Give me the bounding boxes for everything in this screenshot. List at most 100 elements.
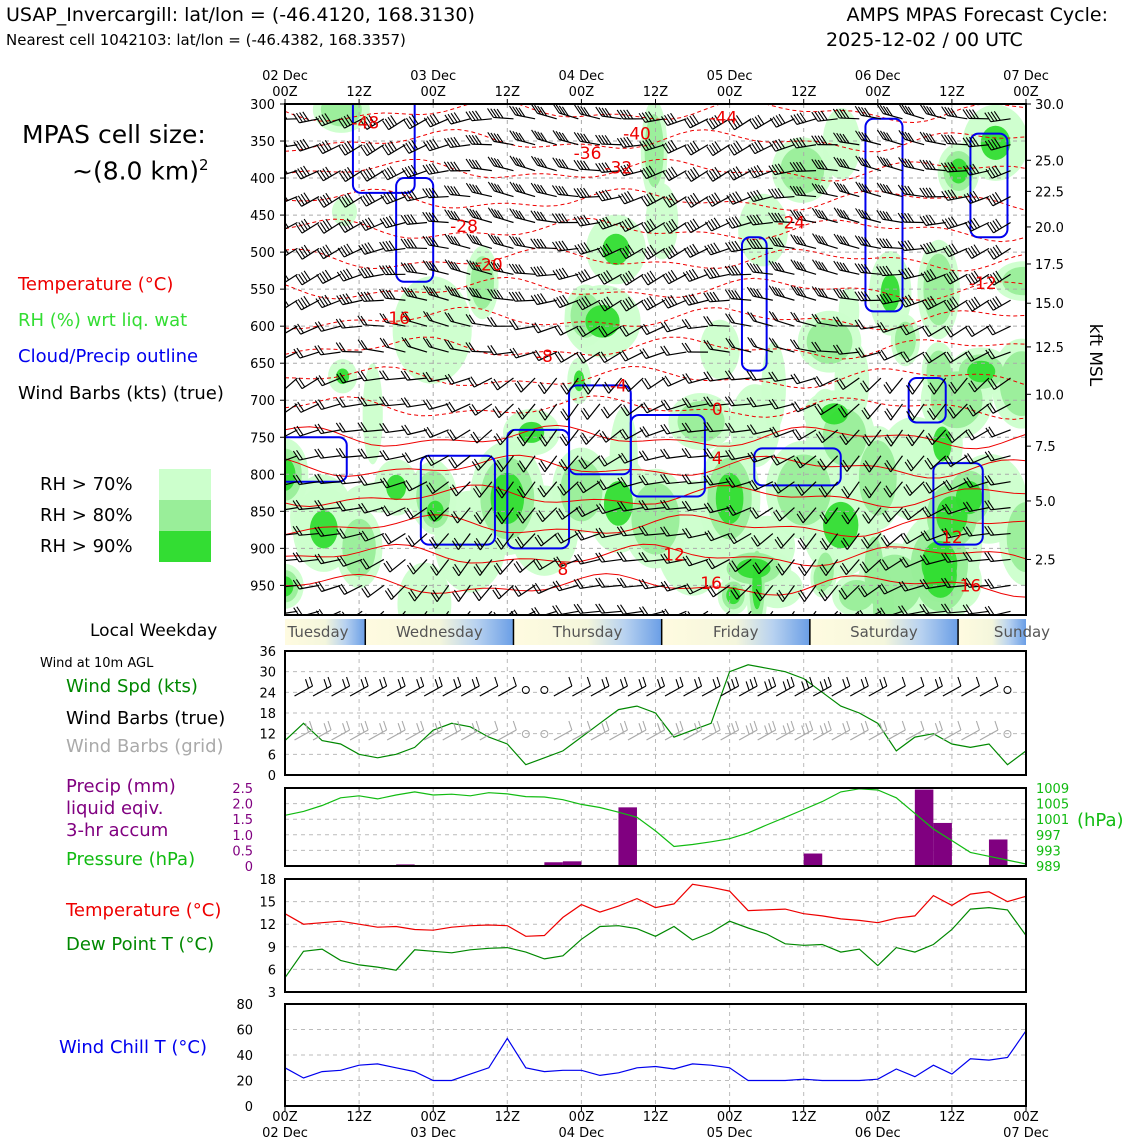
wind-barb-shaft <box>993 221 1011 234</box>
wind-barb-feather <box>944 527 952 538</box>
wind-barb-feather <box>687 144 695 154</box>
wind-barb-feather <box>660 346 668 356</box>
wind-barb-feather <box>728 396 735 406</box>
wind-barb-feather <box>841 562 849 573</box>
wind-barb-feather <box>990 111 998 122</box>
wind-barb-shaft <box>452 429 471 441</box>
wind-barb-shaft <box>537 112 557 120</box>
wind-barb-feather <box>552 157 560 167</box>
wind-barb-feather <box>922 327 930 337</box>
temp-tick-label: 6 <box>268 963 276 978</box>
wind-barb-shaft <box>558 273 579 280</box>
wind-barb-feather <box>318 375 326 385</box>
wind-barb-feather <box>945 245 953 256</box>
temperature-contour-label: -40 <box>623 125 651 145</box>
wind-barb-feather <box>423 285 430 295</box>
true-wind-barb <box>683 685 702 697</box>
wind-barb-feather <box>818 235 826 245</box>
wind-barb-feather <box>793 114 801 124</box>
wind-barb-feather <box>451 513 458 524</box>
forecast-cycle-date: 2025-12-02 / 00 UTC <box>826 29 1023 51</box>
wind-barb-feather <box>515 209 523 220</box>
wind-barb-feather <box>756 214 763 225</box>
wind-barb-feather <box>731 241 739 251</box>
wind-barb-feather <box>494 209 501 219</box>
wind-barb-feather <box>796 186 803 196</box>
true-wind-barb-feather <box>764 681 769 691</box>
wind-barb-shaft <box>991 170 1011 179</box>
wind-barb-shaft <box>796 218 817 224</box>
wind-barb-shaft <box>580 584 601 590</box>
grid-wind-barb-feather <box>638 723 643 733</box>
wind-barb-feather <box>346 218 354 228</box>
wind-barb-feather <box>861 561 869 572</box>
wind-barb-feather <box>432 287 440 298</box>
wind-barb-feather <box>839 133 847 144</box>
wind-barb-feather <box>386 167 394 178</box>
wind-barb-feather <box>324 294 332 305</box>
wind-barb-shaft <box>301 221 320 234</box>
wind-barb-feather <box>992 193 999 204</box>
wind-barb-feather <box>660 581 668 592</box>
wind-barb-feather <box>971 272 978 282</box>
wind-barb-feather <box>821 210 829 221</box>
wind-barb-feather <box>944 218 952 228</box>
wind-barb-shaft <box>775 144 795 152</box>
wind-barb-feather <box>426 484 434 494</box>
wind-barb-shaft <box>401 610 406 615</box>
wind-barb-feather <box>275 605 281 614</box>
wind-barb-shaft <box>734 118 752 131</box>
wind-barb-feather <box>490 108 498 118</box>
wind-barb-shaft <box>971 273 990 286</box>
wind-barb-feather <box>638 475 646 486</box>
wind-barb-shaft <box>493 140 514 146</box>
wind-barb-feather <box>619 249 627 259</box>
wind-barb-feather <box>962 137 970 148</box>
legend-temperature: Temperature (°C) <box>18 274 174 295</box>
rh-fill-region <box>644 114 664 188</box>
wind-barb-feather <box>815 260 823 270</box>
time-hour-label-bottom: 00Z <box>1013 1110 1039 1125</box>
wind-barb-feather <box>969 404 977 415</box>
wind-barb-shaft <box>299 351 320 359</box>
wind-barb-feather <box>470 433 478 444</box>
wind-barb-feather <box>905 484 913 494</box>
wind-barb-feather <box>944 162 952 172</box>
weekday-label: Tuesday <box>286 623 348 641</box>
wind-barb-feather <box>573 159 581 170</box>
wind-barb-feather <box>987 525 995 536</box>
wind-barb-shaft <box>603 273 622 285</box>
wind-barb-feather <box>361 502 369 513</box>
wind-barb-feather <box>842 109 850 119</box>
wind-barb-feather <box>294 300 302 311</box>
true-wind-barb-feather <box>568 676 573 687</box>
wind-barb-feather <box>575 272 583 283</box>
wind-barb-feather <box>360 396 368 406</box>
wind-barb-feather <box>620 406 628 417</box>
rh-fill-region <box>309 510 338 549</box>
wind-barb-feather <box>772 140 779 151</box>
wind-barb-feather <box>487 345 495 355</box>
wind-barb-feather <box>386 192 394 202</box>
wind-barb-feather <box>595 603 603 614</box>
wind-barb-feather <box>772 426 780 437</box>
wind-barb-shaft <box>904 138 925 146</box>
wind-barb-shaft <box>861 114 881 120</box>
wind-barb-feather <box>319 272 327 283</box>
wind-barb-feather <box>705 559 713 570</box>
wind-barb-feather <box>339 397 347 407</box>
wind-barb-shaft <box>407 320 428 327</box>
wind-barb-feather <box>995 244 1003 255</box>
wind-barb-shaft <box>990 584 1011 589</box>
wind-barb-feather <box>949 298 957 308</box>
wind-barb-feather <box>621 220 629 231</box>
wind-barb-feather <box>619 301 627 312</box>
wind-barb-feather <box>495 488 503 499</box>
wind-barb-shaft <box>991 351 1011 360</box>
wind-barb-feather <box>317 448 325 459</box>
wind-barb-feather <box>926 410 934 421</box>
wind-barb-feather <box>555 580 563 591</box>
legend-rh80-label: RH > 80% <box>40 505 133 526</box>
wind-barb-shaft <box>450 242 471 249</box>
wind-barb-feather <box>777 288 785 298</box>
